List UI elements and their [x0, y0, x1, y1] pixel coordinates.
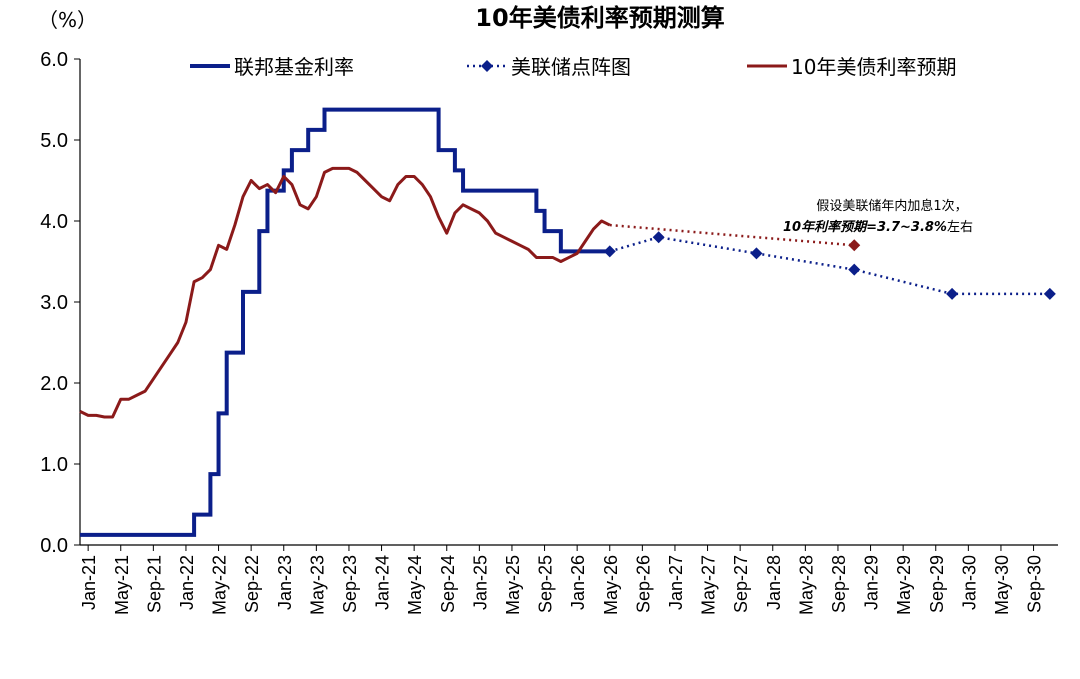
axes: 0.0 1.0 2.0 3.0 4.0 5.0 6.0 Jan-21 May-21 Sep-21 J…	[40, 49, 1058, 615]
annotation-line1: 假设美联储年内加息1次，	[816, 198, 967, 214]
dot-plot-point	[1043, 287, 1056, 300]
annotation: 假设美联储年内加息1次， 10年利率预期=3.7~3.8%左右	[783, 198, 973, 235]
x-tick-label: May-29	[894, 555, 914, 615]
x-tick-label: Jan-26	[568, 555, 588, 610]
legend-label: 美联储点阵图	[511, 55, 631, 79]
dot-plot-point	[603, 245, 616, 258]
x-tick-label: Sep-21	[144, 555, 164, 613]
annotation-line2-tail: 左右	[947, 220, 973, 235]
legend-marker	[481, 60, 493, 72]
y-tick-label: 1.0	[40, 454, 68, 476]
x-tick-label: Sep-26	[633, 555, 653, 613]
x-tick-label: Jan-25	[470, 555, 490, 610]
annotation-line2: 10年利率预期=3.7~3.8%左右	[783, 219, 973, 235]
dot-plot-point	[946, 287, 959, 300]
x-tick-label: Sep-30	[1025, 555, 1045, 613]
dot-plot-point	[750, 247, 763, 260]
series-line-10y-projection	[609, 223, 855, 247]
x-tick-label: Jan-22	[177, 555, 197, 610]
x-tick-label: Jan-28	[764, 555, 784, 610]
x-tick-label: Jan-23	[275, 555, 295, 610]
x-tick-label: May-30	[992, 555, 1012, 615]
dot-plot-point	[848, 263, 861, 276]
y-axis-unit: （%）	[38, 8, 97, 32]
x-tick-label: Sep-28	[829, 555, 849, 613]
legend-label: 联邦基金利率	[234, 55, 354, 79]
x-tick-label: Sep-23	[340, 555, 360, 613]
dot-plot-point	[652, 231, 665, 244]
y-tick-label: 0.0	[40, 535, 68, 557]
series-line-dot-plot	[609, 235, 1050, 296]
x-tick-label: Jan-30	[959, 555, 979, 610]
x-tick-label: Sep-29	[927, 555, 947, 613]
x-tick-label: Sep-22	[242, 555, 262, 613]
x-tick-label: Sep-25	[536, 555, 556, 613]
x-tick-label: May-28	[796, 555, 816, 615]
series-line-10y	[79, 166, 611, 419]
legend-label: 10年美债利率预期	[791, 55, 956, 79]
x-tick-label: May-23	[307, 555, 327, 615]
projection-point	[848, 239, 861, 252]
chart-title: 10年美债利率预期测算	[475, 4, 724, 32]
y-tick-label: 5.0	[40, 130, 68, 152]
y-tick-label: 4.0	[40, 211, 68, 233]
x-tick-label: May-27	[699, 555, 719, 615]
annotation-line2-bold: 10年利率预期=3.7~3.8%	[783, 219, 947, 235]
x-tick-label: Jan-29	[862, 555, 882, 610]
x-tick-label: May-24	[405, 555, 425, 615]
x-tick-label: May-25	[503, 555, 523, 615]
series-layer	[79, 107, 1056, 537]
x-tick-label: May-22	[210, 555, 230, 615]
x-tick-label: May-21	[112, 555, 132, 615]
legend: 联邦基金利率 美联储点阵图 10年美债利率预期	[190, 55, 956, 79]
x-tick-label: Jan-21	[79, 555, 99, 610]
y-tick-label: 6.0	[40, 49, 68, 71]
series-line-fed-funds	[80, 107, 610, 537]
x-tick-label: Sep-24	[438, 555, 458, 613]
y-tick-label: 3.0	[40, 292, 68, 314]
x-tick-label: Jan-27	[666, 555, 686, 610]
y-tick-label: 2.0	[40, 373, 68, 395]
x-tick-label: May-26	[601, 555, 621, 615]
x-tick-label: Jan-24	[373, 555, 393, 610]
x-tick-label: Sep-27	[731, 555, 751, 613]
